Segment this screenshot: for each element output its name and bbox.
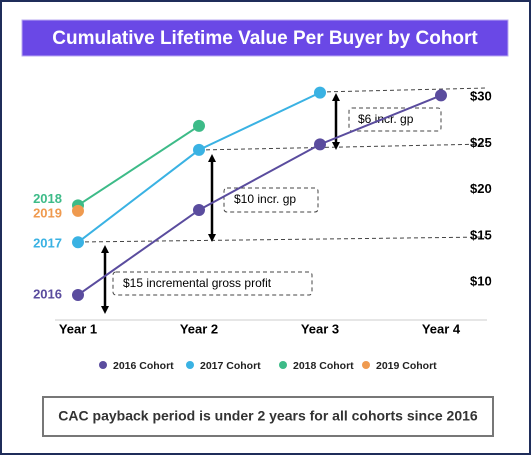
data-point — [314, 86, 326, 99]
series-line — [77, 94, 442, 296]
annotation-box — [223, 187, 319, 213]
annotation: $6 incr. gp — [358, 112, 414, 126]
reference-lines — [77, 87, 488, 243]
y-tick-label: $10 — [470, 273, 492, 288]
y-tick-label: $25 — [470, 135, 492, 150]
legend-label: 2019 Cohort — [376, 360, 437, 372]
annotation: $15 incremental gross profit — [123, 276, 272, 290]
x-tick-label: Year 1 — [59, 321, 97, 336]
series-label: 2019 — [33, 205, 62, 220]
chart-title: Cumulative Lifetime Value Per Buyer by C… — [52, 28, 478, 49]
data-point — [72, 288, 84, 301]
data-point — [314, 138, 326, 151]
annotation-box — [112, 271, 313, 296]
series-line — [77, 125, 200, 207]
legend-marker — [362, 361, 370, 369]
legend-marker — [279, 361, 287, 369]
data-point — [72, 236, 84, 249]
annotations: $15 incremental gross profit $10 incr. g… — [112, 107, 442, 296]
y-tick-label: $15 — [470, 227, 492, 242]
x-tick-label: Year 3 — [301, 321, 339, 336]
x-tick-label: Year 4 — [422, 321, 461, 336]
legend-label: 2016 Cohort — [113, 360, 174, 372]
footnote: CAC payback period is under 2 years for … — [58, 408, 478, 424]
legend-label: 2018 Cohort — [293, 360, 354, 372]
title-box — [21, 19, 509, 57]
data-point — [193, 203, 205, 216]
y-tick-label: $20 — [470, 181, 492, 196]
legend-marker — [99, 361, 107, 369]
y-tick-label: $30 — [470, 89, 492, 104]
data-point — [193, 143, 205, 156]
legend-marker — [186, 361, 194, 369]
annotation-box — [348, 107, 442, 132]
reference-line — [198, 143, 488, 151]
series-label: 2017 — [33, 236, 62, 251]
series-label: 2018 — [33, 191, 62, 206]
x-tick-label: Year 2 — [180, 321, 218, 336]
series-label: 2016 — [33, 286, 62, 301]
reference-line — [77, 236, 488, 243]
data-point — [193, 119, 205, 132]
data-point — [435, 89, 447, 102]
footnote-box — [42, 396, 494, 437]
legend-label: 2017 Cohort — [200, 360, 261, 372]
data-point — [72, 204, 84, 217]
annotation: $10 incr. gp — [234, 192, 296, 206]
